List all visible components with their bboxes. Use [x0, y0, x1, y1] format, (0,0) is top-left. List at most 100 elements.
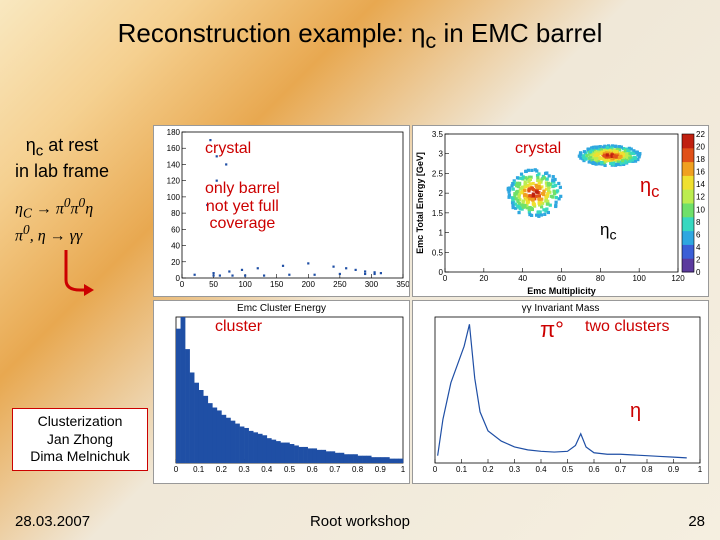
svg-text:80: 80 [596, 274, 605, 283]
svg-text:0: 0 [174, 465, 179, 474]
page-title: Reconstruction example: ηc in EMC barrel [0, 0, 720, 54]
svg-text:1.5: 1.5 [432, 209, 444, 218]
only-barrel-l1: only barrel [205, 180, 280, 197]
svg-text:0.8: 0.8 [641, 465, 653, 474]
br-title: γγ Invariant Mass [522, 303, 600, 314]
svg-text:80: 80 [171, 209, 180, 218]
svg-text:120: 120 [167, 177, 181, 186]
svg-text:40: 40 [171, 242, 180, 251]
svg-text:0.5: 0.5 [284, 465, 296, 474]
svg-text:20: 20 [479, 274, 488, 283]
svg-text:0.4: 0.4 [535, 465, 547, 474]
svg-text:0: 0 [433, 465, 438, 474]
credit-l1: Clusterization [38, 413, 123, 429]
svg-text:10: 10 [696, 205, 705, 214]
svg-text:40: 40 [518, 274, 527, 283]
svg-text:6: 6 [696, 230, 701, 239]
left-line1: ηc at rest [26, 135, 99, 155]
svg-text:60: 60 [557, 274, 566, 283]
svg-text:16: 16 [696, 168, 705, 177]
svg-text:160: 160 [167, 144, 181, 153]
svg-text:0.3: 0.3 [509, 465, 521, 474]
credit-l2: Jan Zhong [47, 431, 113, 447]
label-etac-black: ηc [600, 220, 617, 243]
left-line2: in lab frame [15, 161, 109, 181]
label-crystal-2: crystal [515, 140, 561, 158]
svg-text:0.5: 0.5 [432, 248, 444, 257]
svg-text:0.1: 0.1 [193, 465, 205, 474]
formula-2: π0, η → γγ [15, 222, 93, 245]
arrow-icon [60, 250, 96, 298]
svg-text:4: 4 [696, 243, 701, 252]
footer-title: Root workshop [310, 513, 410, 530]
svg-text:0: 0 [443, 274, 448, 283]
svg-text:18: 18 [696, 155, 705, 164]
svg-text:1: 1 [698, 465, 703, 474]
credit-box: Clusterization Jan Zhong Dima Melnichuk [12, 408, 148, 471]
svg-text:20: 20 [171, 258, 180, 267]
svg-text:0.6: 0.6 [588, 465, 600, 474]
svg-text:0: 0 [696, 268, 701, 277]
svg-text:0.4: 0.4 [261, 465, 273, 474]
svg-text:250: 250 [333, 280, 347, 289]
svg-text:Emc Total Energy [GeV]: Emc Total Energy [GeV] [415, 152, 425, 254]
svg-text:22: 22 [696, 130, 705, 139]
label-two-clusters: two clusters [585, 318, 669, 336]
svg-text:0.2: 0.2 [482, 465, 494, 474]
svg-text:0.1: 0.1 [456, 465, 468, 474]
svg-text:0.2: 0.2 [216, 465, 228, 474]
chart-top-left: 0 50 100 150 200 250 300 350 0 20 40 60 80 100 120 140 1… [153, 125, 410, 297]
decay-formulas: ηC → π0π0η π0, η → γγ [15, 195, 93, 245]
bl-title: Emc Cluster Energy [237, 303, 326, 314]
svg-text:12: 12 [696, 193, 705, 202]
footer-date: 28.03.2007 [15, 513, 90, 530]
svg-text:180: 180 [167, 128, 181, 137]
svg-text:20: 20 [696, 143, 705, 152]
svg-text:0: 0 [180, 280, 185, 289]
label-etac-red: ηc [640, 175, 659, 202]
footer-page: 28 [688, 513, 705, 530]
svg-text:100: 100 [238, 280, 252, 289]
svg-text:100: 100 [167, 193, 181, 202]
svg-text:0.3: 0.3 [239, 465, 251, 474]
svg-text:0: 0 [439, 268, 444, 277]
svg-text:0.8: 0.8 [352, 465, 364, 474]
svg-text:140: 140 [167, 160, 181, 169]
svg-text:3: 3 [439, 150, 444, 159]
label-eta: η [630, 400, 641, 423]
label-cluster: cluster [215, 318, 262, 336]
svg-text:1: 1 [401, 465, 406, 474]
svg-text:0.6: 0.6 [307, 465, 319, 474]
svg-text:0.9: 0.9 [668, 465, 680, 474]
svg-text:0.7: 0.7 [615, 465, 627, 474]
svg-text:2: 2 [696, 255, 701, 264]
svg-text:120: 120 [671, 274, 685, 283]
svg-text:Emc Multiplicity: Emc Multiplicity [527, 286, 596, 296]
formula-1: ηC → π0π0η [15, 195, 93, 222]
credit-l3: Dima Melnichuk [30, 448, 130, 464]
only-barrel-l3: coverage [209, 215, 275, 232]
only-barrel-l2: not yet full [206, 198, 279, 215]
svg-text:1: 1 [439, 229, 444, 238]
label-crystal-1: crystal [205, 140, 251, 158]
svg-text:50: 50 [209, 280, 218, 289]
chart-bottom-left: Emc Cluster Energy 0 0.1 0.2 0.3 0.4 0.5 0.6 0.… [153, 300, 410, 484]
svg-text:8: 8 [696, 218, 701, 227]
svg-text:2.5: 2.5 [432, 169, 444, 178]
svg-text:100: 100 [632, 274, 646, 283]
svg-text:200: 200 [302, 280, 316, 289]
svg-text:2: 2 [439, 189, 444, 198]
svg-text:3.5: 3.5 [432, 130, 444, 139]
label-pi0: π° [540, 317, 564, 343]
svg-text:350: 350 [396, 280, 409, 289]
svg-text:300: 300 [365, 280, 379, 289]
left-caption: ηc at rest in lab frame [15, 135, 109, 182]
svg-text:0: 0 [176, 274, 181, 283]
svg-text:60: 60 [171, 225, 180, 234]
label-only-barrel: only barrel not yet full coverage [205, 180, 280, 233]
svg-text:0.5: 0.5 [562, 465, 574, 474]
svg-text:0.7: 0.7 [329, 465, 341, 474]
svg-text:0.9: 0.9 [375, 465, 387, 474]
svg-text:150: 150 [270, 280, 284, 289]
svg-text:14: 14 [696, 180, 705, 189]
